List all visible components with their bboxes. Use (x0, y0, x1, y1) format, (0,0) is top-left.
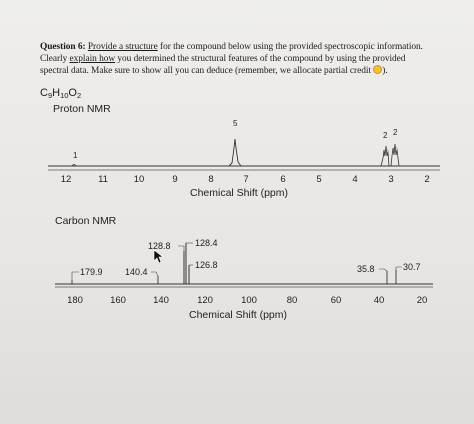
question-line-3: spectral data. Make sure to show all you… (40, 65, 388, 77)
proton-tick-11: 11 (98, 174, 108, 185)
proton-tick-5: 5 (316, 174, 321, 185)
leader-30-7 (395, 266, 402, 270)
carbon-tick-60: 60 (331, 295, 342, 306)
question-label: Question 6: (40, 42, 86, 52)
carbon-label-140-4: 140.4 (125, 267, 148, 277)
leader-140-4 (151, 271, 159, 277)
proton-integration-curves (382, 146, 399, 159)
carbon-nmr-label: Carbon NMR (55, 215, 117, 227)
carbon-nmr-spectrum: 128.8 128.4 126.8 179.9 140.4 35.8 30.7 … (55, 238, 433, 321)
proton-peak-label-5: 5 (233, 119, 238, 128)
carbon-tick-140: 140 (153, 295, 169, 306)
carbon-tick-20: 20 (417, 295, 428, 306)
proton-tick-7: 7 (243, 174, 248, 185)
mouse-cursor-icon (153, 249, 164, 264)
carbon-label-179-9: 179.9 (80, 267, 103, 277)
question-text: Question 6: Provide a structure for the … (40, 41, 460, 78)
proton-tick-3: 3 (388, 174, 393, 185)
carbon-tick-40: 40 (374, 295, 385, 306)
carbon-label-128-8: 128.8 (148, 241, 171, 251)
proton-peak-1 (71, 164, 77, 167)
carbon-tick-100: 100 (241, 295, 257, 306)
carbon-label-128-4: 128.4 (195, 238, 218, 248)
question-line-1: Question 6: Provide a structure for the … (40, 42, 423, 52)
carbon-axis-title: Chemical Shift (ppm) (189, 309, 287, 321)
proton-tick-12: 12 (61, 174, 72, 185)
leader-35-8 (379, 268, 388, 272)
proton-axis-title: Chemical Shift (ppm) (190, 187, 288, 199)
proton-tick-2: 2 (424, 174, 429, 185)
proton-tick-4: 4 (352, 174, 357, 185)
molecular-formula: C9H10O2 (40, 87, 82, 100)
carbon-label-35-8: 35.8 (357, 264, 375, 274)
proton-nmr-spectrum: 1 5 2 2 12 11 10 9 8 7 6 5 4 3 2 Chemica… (48, 119, 440, 199)
leader-179-9 (71, 271, 79, 280)
proton-tick-10: 10 (134, 174, 145, 185)
proton-tick-8: 8 (208, 174, 213, 185)
carbon-label-126-8: 126.8 (195, 260, 218, 270)
proton-peak-label-2b: 2 (393, 128, 398, 137)
carbon-tick-120: 120 (197, 295, 213, 306)
proton-peak-label-2a: 2 (383, 131, 388, 140)
question-line-2: Clearly explain how you determined the s… (40, 54, 406, 65)
smiley-icon (373, 65, 383, 75)
proton-tick-6: 6 (280, 174, 285, 185)
carbon-tick-180: 180 (67, 295, 83, 306)
carbon-label-30-7: 30.7 (403, 262, 421, 272)
explain-how-link: explain how (69, 54, 116, 65)
proton-tick-9: 9 (172, 174, 177, 185)
provide-structure-link: Provide a structure (87, 42, 158, 52)
leader-128-8 (178, 245, 185, 251)
proton-peak-label-1: 1 (73, 151, 78, 160)
proton-peak-5 (228, 138, 242, 167)
proton-nmr-label: Proton NMR (53, 103, 111, 115)
carbon-tick-80: 80 (287, 295, 298, 306)
carbon-tick-160: 160 (110, 295, 126, 306)
